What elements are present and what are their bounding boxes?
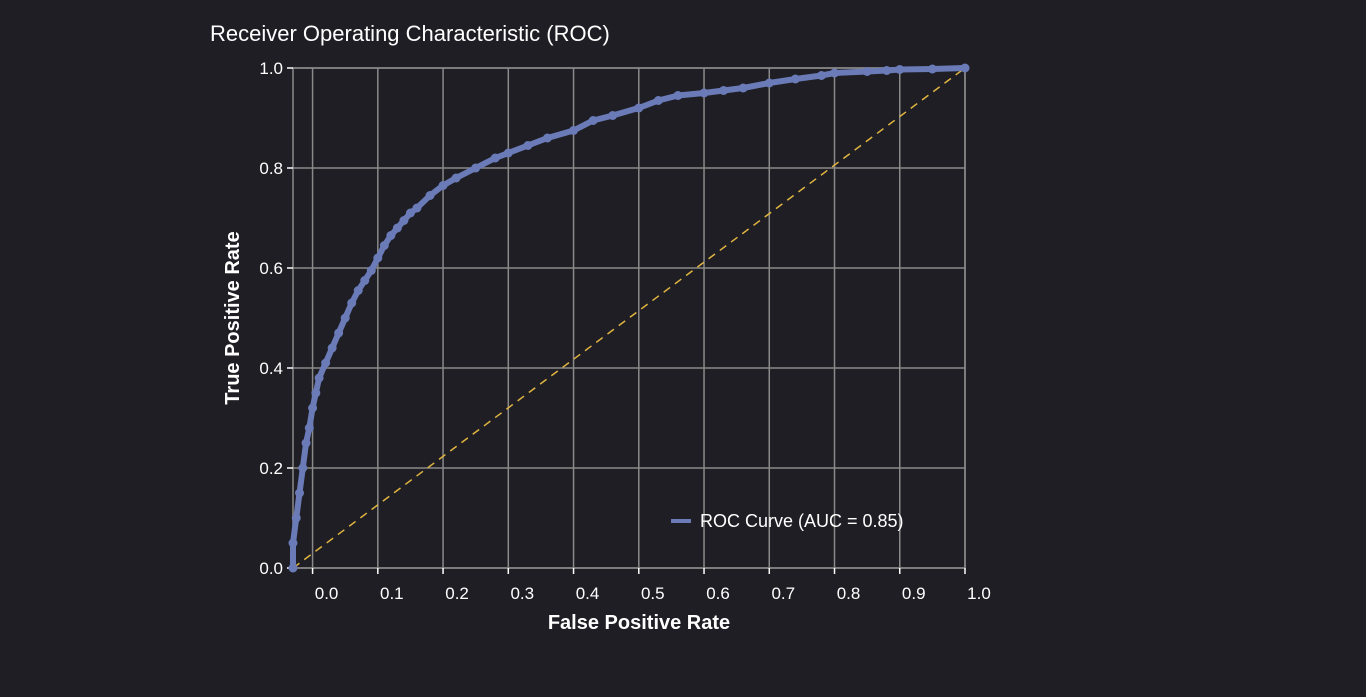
roc-point <box>882 66 892 75</box>
roc-point <box>360 276 370 285</box>
roc-point <box>311 388 321 398</box>
roc-point <box>301 438 311 448</box>
roc-point <box>719 86 729 95</box>
x-axis-title: False Positive Rate <box>548 612 730 634</box>
y-tick-label: 0.0 <box>259 559 283 578</box>
x-tick-label: 0.0 <box>315 584 339 603</box>
y-tick-label: 1.0 <box>259 59 283 78</box>
y-axis-title: True Positive Rate <box>222 231 244 404</box>
x-tick-label: 0.3 <box>510 584 534 603</box>
roc-point <box>321 358 331 368</box>
roc-point <box>327 343 337 353</box>
roc-point <box>927 64 937 74</box>
roc-point <box>895 65 905 74</box>
roc-point <box>862 67 872 76</box>
roc-point <box>304 423 314 433</box>
roc-point <box>588 116 598 125</box>
x-tick-label: 0.1 <box>380 584 404 603</box>
x-tick-label: 0.9 <box>902 584 926 603</box>
roc-point <box>291 513 301 523</box>
roc-point <box>816 71 826 80</box>
roc-point <box>738 83 748 93</box>
roc-point <box>764 78 774 88</box>
roc-point <box>960 63 970 73</box>
roc-point <box>386 231 396 240</box>
plot-frame <box>292 67 966 569</box>
roc-point <box>392 223 402 233</box>
roc-point <box>653 96 663 105</box>
legend: ROC Curve (AUC = 0.85) <box>671 511 904 531</box>
roc-point <box>790 74 800 84</box>
roc-point <box>399 216 409 225</box>
roc-point <box>471 163 481 173</box>
roc-point <box>830 68 840 78</box>
roc-point <box>298 463 308 473</box>
roc-point <box>523 141 533 150</box>
roc-point <box>295 488 305 498</box>
roc-point <box>634 103 644 113</box>
roc-point <box>569 126 579 135</box>
roc-point <box>288 563 298 573</box>
roc-point <box>308 403 318 413</box>
roc-point <box>353 286 363 295</box>
roc-point <box>373 253 383 263</box>
axes: 0.0 0.1 0.2 0.3 0.4 0.5 0.6 0.7 0.8 0.9 1.0 0.0 0.2 0… <box>259 59 990 603</box>
roc-point <box>451 173 461 183</box>
roc-point <box>425 191 435 200</box>
roc-point <box>334 328 344 338</box>
roc-point <box>699 88 709 98</box>
roc-point <box>379 241 389 250</box>
roc-point <box>405 208 415 218</box>
x-tick-label: 0.7 <box>771 584 795 603</box>
roc-point <box>608 111 618 120</box>
y-tick-label: 0.2 <box>259 459 283 478</box>
x-tick-label: 0.4 <box>576 584 600 603</box>
roc-point <box>366 266 376 275</box>
x-tick-label: 0.2 <box>445 584 469 603</box>
roc-point <box>314 373 324 383</box>
x-tick-label: 0.5 <box>641 584 665 603</box>
chart-title: Receiver Operating Characteristic (ROC) <box>210 21 610 46</box>
roc-point <box>542 133 552 143</box>
x-tick-label: 0.6 <box>706 584 730 603</box>
legend-label: ROC Curve (AUC = 0.85) <box>700 511 904 531</box>
series-layer <box>288 63 970 573</box>
roc-point <box>490 153 500 163</box>
roc-point <box>288 538 298 548</box>
baseline-diagonal <box>292 67 966 569</box>
roc-point <box>503 148 513 158</box>
roc-point <box>412 203 422 213</box>
roc-point <box>438 181 448 190</box>
roc-point <box>340 313 350 323</box>
y-tick-label: 0.4 <box>259 359 283 378</box>
x-tick-label: 1.0 <box>967 584 991 603</box>
roc-point <box>673 91 683 100</box>
y-tick-label: 0.8 <box>259 159 283 178</box>
x-tick-label: 0.8 <box>837 584 861 603</box>
y-tick-label: 0.6 <box>259 259 283 278</box>
roc-point <box>347 298 357 308</box>
